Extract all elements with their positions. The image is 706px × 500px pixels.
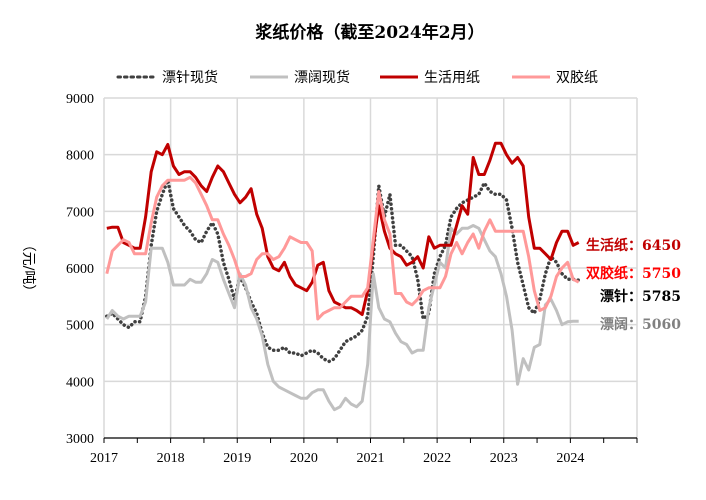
x-tick-label: 2018 — [157, 451, 185, 466]
y-tick-label: 9000 — [66, 92, 94, 107]
end-label-value: 5060 — [642, 317, 681, 333]
x-tick-label: 2023 — [490, 451, 518, 466]
end-label-name: 生活纸： — [586, 237, 642, 254]
y-tick-label: 8000 — [66, 149, 94, 164]
y-axis: 3000 4000 5000 6000 7000 8000 9000 — [66, 92, 94, 447]
series-line-1 — [105, 224, 579, 412]
legend: 漂针现货 漂阔现货 生活用纸 双胶纸 — [116, 69, 598, 86]
series-line-2 — [106, 141, 580, 316]
x-tick-label: 2019 — [223, 451, 251, 466]
chart-title: 浆纸价格（截至2024年2月） — [255, 22, 484, 43]
x-axis: 2017 2018 2019 2020 2021 2022 2023 2024 — [90, 451, 584, 466]
end-label-name: 漂针： — [600, 288, 642, 305]
y-tick-label: 5000 — [66, 319, 94, 334]
end-label: 漂阔：5060 — [600, 316, 681, 333]
end-label-value: 6450 — [642, 238, 681, 254]
y-axis-label: （元/吨） — [20, 238, 36, 299]
x-tick-label: 2022 — [423, 451, 451, 466]
series-line-0 — [105, 178, 581, 364]
end-label-name: 漂阔： — [600, 316, 642, 333]
legend-label: 漂针现货 — [162, 69, 218, 86]
y-tick-label: 6000 — [66, 262, 94, 277]
series-lines — [105, 141, 581, 412]
end-label: 生活纸：6450 — [586, 237, 681, 254]
legend-label: 双胶纸 — [556, 69, 598, 86]
end-label-name: 双胶纸： — [586, 265, 642, 282]
legend-label: 漂阔现货 — [294, 69, 350, 86]
x-tick-label: 2017 — [90, 451, 118, 466]
y-tick-label: 7000 — [66, 205, 94, 220]
end-label: 双胶纸：5750 — [586, 265, 681, 282]
end-label: 漂针：5785 — [600, 288, 681, 305]
x-tick-label: 2021 — [357, 451, 385, 466]
x-tick-label: 2024 — [556, 451, 584, 466]
x-tick-label: 2020 — [290, 451, 318, 466]
end-label-value: 5750 — [642, 266, 681, 282]
y-tick-label: 3000 — [66, 432, 94, 447]
series-line-3 — [105, 175, 580, 321]
end-label-value: 5785 — [642, 289, 681, 305]
legend-label: 生活用纸 — [424, 70, 480, 86]
y-tick-label: 4000 — [66, 375, 94, 390]
